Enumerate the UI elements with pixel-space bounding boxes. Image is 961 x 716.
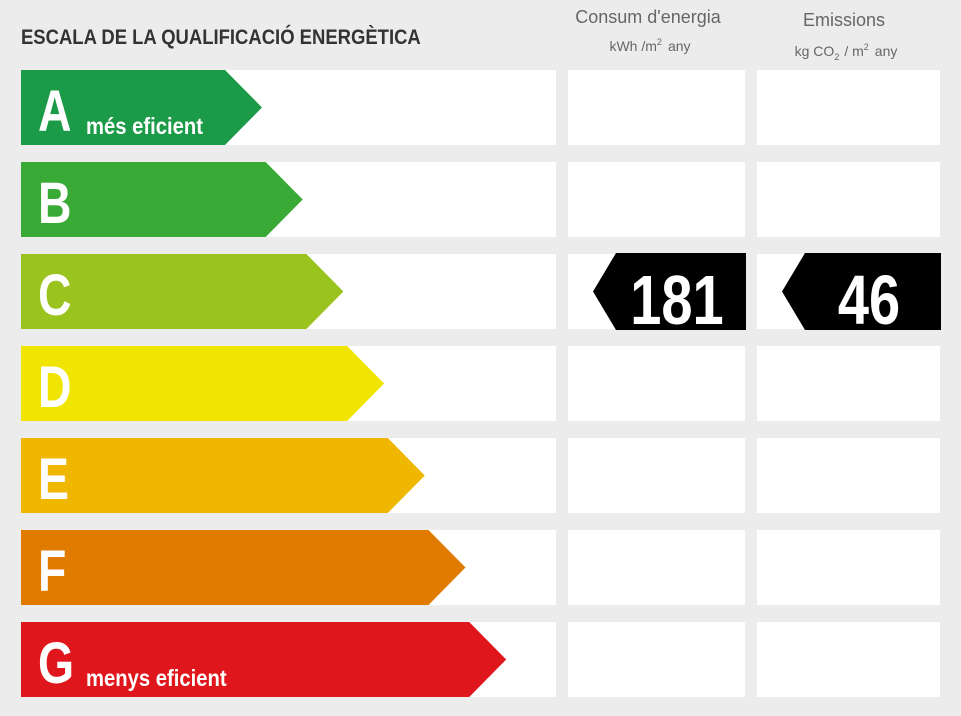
rating-arrow	[21, 622, 507, 697]
rating-letter: D	[38, 355, 72, 420]
rating-note: menys eficient	[86, 665, 227, 692]
value-text: 46	[838, 262, 900, 339]
cell-bg	[568, 346, 745, 421]
cell-bg	[568, 438, 745, 513]
consumption-unit: kWh /m2 any	[609, 37, 690, 54]
unit-part: kg CO	[795, 43, 835, 59]
cell-bg	[757, 70, 940, 145]
cell-bg	[757, 346, 940, 421]
rating-arrow	[21, 346, 385, 421]
cell-bg	[568, 622, 745, 697]
unit-part: kWh /m	[609, 38, 656, 54]
cell-bg	[568, 70, 745, 145]
rating-arrow	[21, 162, 303, 237]
rating-letter: E	[38, 447, 69, 512]
rating-arrow	[21, 530, 466, 605]
title: ESCALA DE LA QUALIFICACIÓ ENERGÈTICA	[21, 24, 421, 49]
value-tag	[782, 253, 941, 330]
cell-bg	[757, 438, 940, 513]
value-text: 181	[630, 262, 723, 339]
unit-part: any	[875, 43, 898, 59]
cell-bg	[568, 530, 745, 605]
cell-bg	[757, 622, 940, 697]
cell-bg	[757, 162, 940, 237]
rating-letter: G	[38, 631, 74, 696]
rating-arrow	[21, 254, 344, 329]
value-tag	[593, 253, 746, 330]
unit-sub: 2	[834, 52, 839, 62]
rating-arrow	[21, 70, 262, 145]
unit-part: any	[668, 38, 691, 54]
rating-letter: C	[38, 263, 72, 328]
emissions-title: Emissions	[803, 10, 885, 30]
unit-sup: 2	[657, 37, 662, 47]
rating-letter: A	[38, 79, 72, 144]
consumption-title: Consum d'energia	[575, 7, 722, 27]
cell-bg	[568, 162, 745, 237]
rating-arrow	[21, 438, 425, 513]
cell-bg	[757, 530, 940, 605]
unit-part: / m	[844, 43, 863, 59]
unit-sup: 2	[864, 42, 869, 52]
rating-letter: F	[38, 539, 66, 604]
rating-letter: B	[38, 171, 72, 236]
emissions-unit: kg CO2/ m2 any	[795, 42, 898, 62]
rating-note: més eficient	[86, 113, 203, 140]
